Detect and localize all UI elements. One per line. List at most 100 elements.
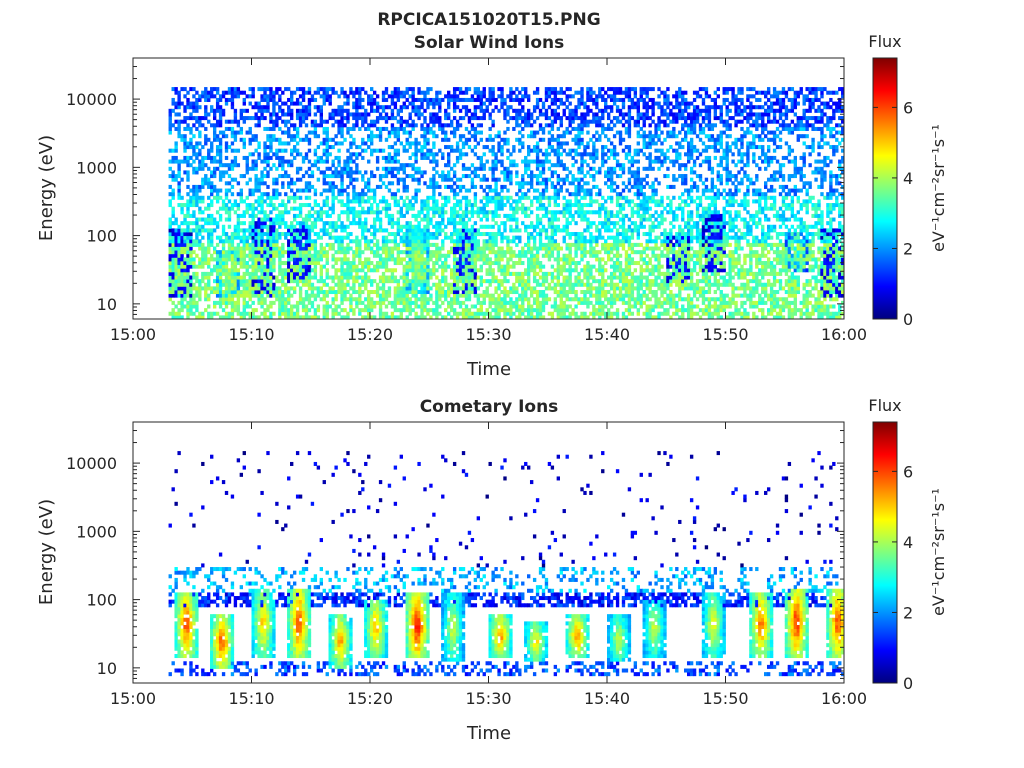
spectrogram-cell <box>227 275 232 280</box>
spectrogram-cell <box>304 279 309 284</box>
spectrogram-cell <box>195 239 199 244</box>
spectrogram-cell <box>535 116 540 121</box>
spectrogram-cell <box>375 300 380 305</box>
spectrogram-cell <box>488 315 492 320</box>
spectrogram-cell <box>215 264 220 269</box>
spectrogram-cell <box>331 311 335 316</box>
spectrogram-cell <box>488 300 492 305</box>
spectrogram-cell <box>307 108 312 113</box>
spectrogram-cell <box>177 282 181 287</box>
spectrogram-cell <box>390 311 395 316</box>
spectrogram-cell <box>447 112 451 117</box>
spectrogram-cell <box>541 279 546 284</box>
spectrogram-cell <box>378 112 383 117</box>
spectrogram-cell <box>367 228 371 233</box>
spectrogram-cell <box>245 290 249 295</box>
spectrogram-cell <box>245 242 249 247</box>
spectrogram-cell <box>301 271 306 276</box>
spectrogram-cell <box>248 101 252 106</box>
spectrogram-cell <box>322 97 326 102</box>
spectrogram-cell <box>192 304 196 309</box>
spectrogram-cell <box>177 203 181 208</box>
spectrogram-cell <box>512 239 516 244</box>
spectrogram-cell <box>278 271 282 276</box>
spectrogram-cell <box>248 137 252 142</box>
spectrogram-cell <box>402 300 406 305</box>
spectrogram-cell <box>447 195 451 200</box>
spectrogram-cell <box>257 250 261 255</box>
spectrogram-cell <box>396 181 401 186</box>
spectrogram-cell <box>251 315 255 320</box>
spectrogram-cell <box>488 97 492 102</box>
spectrogram-cell <box>381 286 386 291</box>
spectrogram-cell <box>195 141 199 146</box>
spectrogram-cell <box>319 253 323 258</box>
spectrogram-cell <box>444 232 448 237</box>
spectrogram-cell <box>304 297 309 302</box>
spectrogram-cell <box>544 271 549 276</box>
spectrogram-cell <box>275 195 279 200</box>
spectrogram-cell <box>201 155 205 160</box>
spectrogram-cell <box>189 257 193 262</box>
spectrogram-cell <box>423 304 427 309</box>
spectrogram-cell <box>370 94 374 99</box>
spectrogram-cell <box>192 213 196 218</box>
spectrogram-cell <box>455 311 460 316</box>
spectrogram-cell <box>535 290 540 295</box>
spectrogram-cell <box>248 257 252 262</box>
spectrogram-cell <box>198 199 202 204</box>
spectrogram-cell <box>334 112 338 117</box>
spectrogram-cell <box>527 304 531 309</box>
spectrogram-cell <box>485 184 489 189</box>
spectrogram-cell <box>227 188 232 193</box>
spectrogram-cell <box>168 174 172 179</box>
spectrogram-cell <box>367 206 371 211</box>
spectrogram-cell <box>207 94 211 99</box>
spectrogram-cell <box>301 174 306 179</box>
spectrogram-cell <box>171 253 175 258</box>
spectrogram-cell <box>361 235 365 240</box>
spectrogram-cell <box>183 246 187 251</box>
spectrogram-cell <box>503 286 507 291</box>
spectrogram-cell <box>189 163 193 168</box>
spectrogram-cell <box>322 264 326 269</box>
spectrogram-cell <box>189 145 193 150</box>
spectrogram-cell <box>381 108 386 113</box>
spectrogram-cell <box>381 94 386 99</box>
spectrogram-cell <box>441 261 445 266</box>
spectrogram-cell <box>372 228 377 233</box>
spectrogram-cell <box>257 297 261 302</box>
spectrogram-cell <box>269 126 273 131</box>
spectrogram-cell <box>515 228 519 233</box>
spectrogram-cell <box>458 213 463 218</box>
spectrogram-cell <box>370 119 374 124</box>
spectrogram-cell <box>473 315 478 320</box>
spectrogram-cell <box>550 221 555 226</box>
spectrogram-cell <box>452 90 457 95</box>
spectrogram-cell <box>405 224 409 229</box>
spectrogram-cell <box>189 286 193 291</box>
spectrogram-cell <box>201 286 205 291</box>
spectrogram-cell <box>532 119 537 124</box>
spectrogram-cell <box>402 271 406 276</box>
spectrogram-cell <box>290 315 294 320</box>
spectrogram-cell <box>494 163 498 168</box>
spectrogram-cell <box>168 311 172 316</box>
spectrogram-cell <box>550 224 555 229</box>
spectrogram-cell <box>458 242 463 247</box>
spectrogram-cell <box>402 304 406 309</box>
spectrogram-cell <box>553 203 558 208</box>
spectrogram-cell <box>438 290 442 295</box>
spectrogram-cell <box>186 253 190 258</box>
spectrogram-cell <box>221 271 226 276</box>
spectrogram-cell <box>503 97 507 102</box>
spectrogram-cell <box>426 279 430 284</box>
spectrogram-cell <box>387 315 392 320</box>
spectrogram-cell <box>449 246 454 251</box>
spectrogram-cell <box>322 87 326 92</box>
spectrogram-cell <box>272 119 276 124</box>
spectrogram-cell <box>429 87 433 92</box>
spectrogram-cell <box>352 213 356 218</box>
spectrogram-cell <box>269 137 273 142</box>
spectrogram-cell <box>304 308 309 313</box>
